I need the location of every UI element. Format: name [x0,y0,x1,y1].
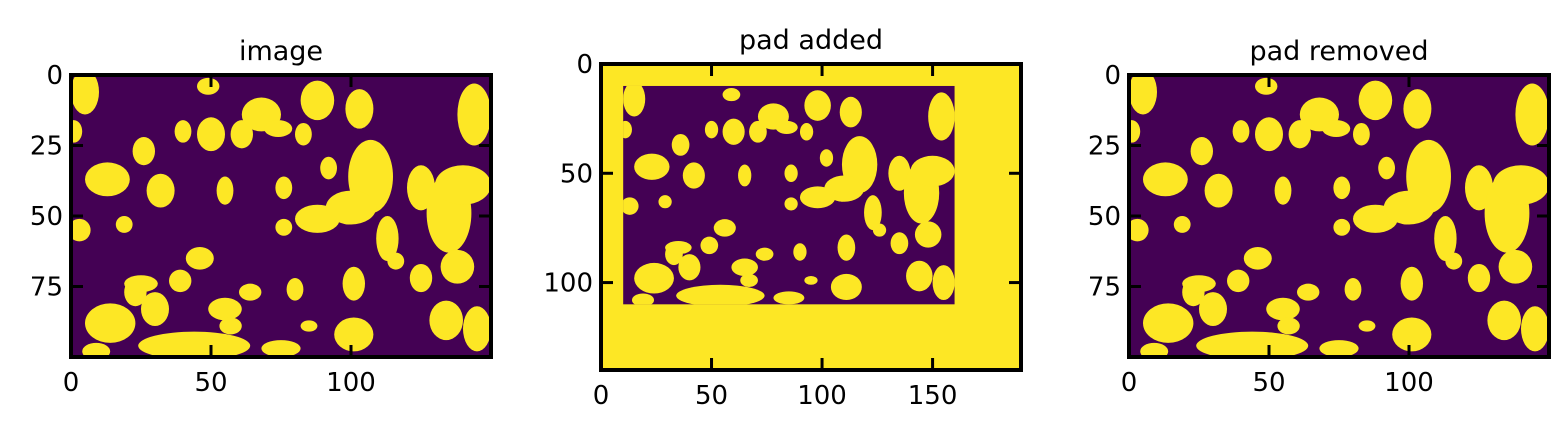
y-tick-label: 75 [30,273,63,303]
image-region [623,85,955,305]
panel-1: image 0 50 100 0 25 50 75 [30,36,493,398]
y-tick-label: 100 [543,269,593,299]
panel-3: pad removed 0 50 100 0 25 50 75 [1088,36,1551,398]
x-tick-label: 100 [326,368,376,398]
x-tick-label: 0 [63,368,80,398]
x-tick-label: 50 [695,381,728,411]
panel-title: pad removed [1249,36,1428,67]
image-region [71,75,491,357]
y-tick-label: 0 [576,50,593,80]
image-region [1129,75,1549,357]
panel-title: pad added [739,25,883,56]
x-tick-label: 0 [1121,368,1138,398]
y-tick-label: 75 [1088,273,1121,303]
x-tick-label: 0 [593,381,610,411]
panel-title: image [239,36,323,67]
y-tick-label: 25 [1088,132,1121,162]
x-tick-label: 50 [1252,368,1285,398]
panel-2: pad added 0 50 100 150 0 50 100 [543,25,1023,411]
y-tick-label: 25 [30,132,63,162]
y-tick-label: 50 [560,159,593,189]
x-tick-label: 50 [194,368,227,398]
x-tick-label: 100 [797,381,847,411]
axes-frame [599,62,1023,372]
y-tick-label: 50 [30,202,63,232]
y-tick-label: 0 [46,61,63,91]
y-tick-label: 50 [1088,202,1121,232]
x-tick-label: 100 [1384,368,1434,398]
y-tick-label: 0 [1104,61,1121,91]
x-tick-label: 150 [908,381,958,411]
